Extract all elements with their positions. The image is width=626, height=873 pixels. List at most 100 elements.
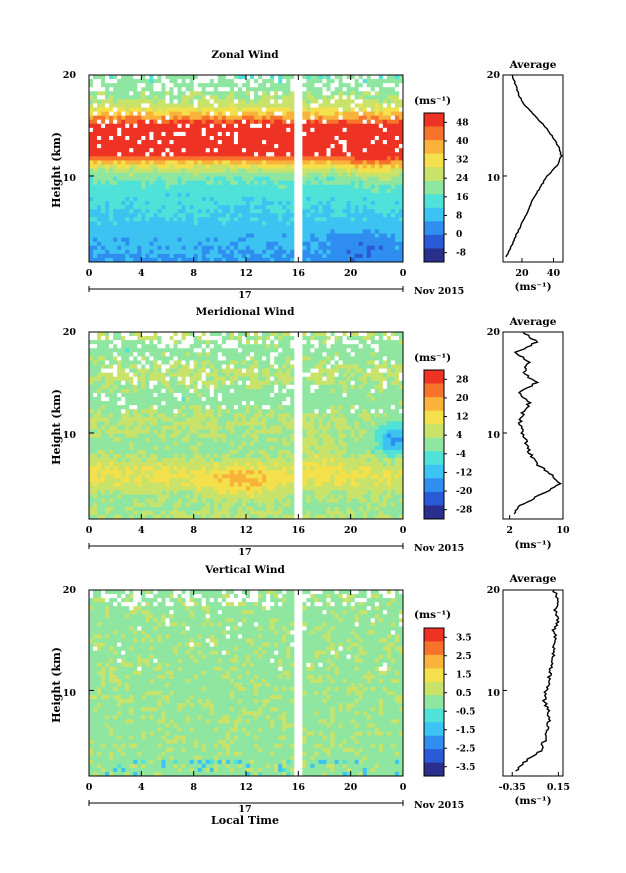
panel-title: Meridional Wind <box>196 306 295 318</box>
heatmap-cell <box>129 384 134 390</box>
heatmap-cell <box>386 91 392 96</box>
heatmap-cell <box>121 257 126 263</box>
heatmap-cell <box>201 221 207 226</box>
heatmap-cell <box>318 201 323 206</box>
heatmap-cell <box>374 192 380 198</box>
heatmap-cell <box>161 79 166 84</box>
heatmap-cell <box>241 356 247 361</box>
heatmap-cell <box>133 237 138 243</box>
heatmap-cell <box>201 184 207 190</box>
heatmap-cell <box>125 119 130 125</box>
heatmap-cell <box>157 213 162 218</box>
heatmap-cell <box>213 201 219 206</box>
heatmap-cell <box>129 135 134 141</box>
heatmap-cell <box>117 364 122 369</box>
heatmap-cell <box>221 229 227 234</box>
heatmap-cell <box>137 205 142 210</box>
heatmap-cell <box>153 180 158 186</box>
heatmap-cell <box>294 213 299 218</box>
heatmap-cell <box>189 209 195 214</box>
heatmap-cell <box>237 397 243 402</box>
heatmap-cell <box>306 241 311 247</box>
heatmap-cell <box>274 91 279 96</box>
heatmap-cell <box>310 83 315 88</box>
heatmap-cell <box>201 257 207 263</box>
heatmap-cell <box>237 241 243 247</box>
heatmap-cell <box>161 164 166 169</box>
heatmap-cell <box>101 213 106 218</box>
heatmap-cell <box>334 119 339 125</box>
heatmap-cell <box>201 233 207 239</box>
heatmap-cell <box>366 384 372 390</box>
heatmap-cell <box>177 119 182 125</box>
heatmap-cell <box>254 99 259 104</box>
heatmap-cell <box>125 372 130 378</box>
heatmap-cell <box>274 148 279 153</box>
heatmap-cell <box>197 356 203 361</box>
heatmap-cell <box>133 376 138 382</box>
heatmap-cell <box>137 388 142 394</box>
heatmap-cell <box>153 213 158 218</box>
heatmap-cell <box>270 140 275 145</box>
heatmap-cell <box>398 241 404 247</box>
heatmap-cell <box>109 180 114 186</box>
heatmap-cell <box>378 372 384 378</box>
heatmap-cell <box>205 131 211 137</box>
heatmap-cell <box>270 253 275 259</box>
heatmap-cell <box>346 99 352 104</box>
heatmap-cell <box>294 164 299 169</box>
heatmap-cell <box>350 127 356 133</box>
heatmap-cell <box>93 135 98 141</box>
heatmap-cell <box>149 392 154 398</box>
heatmap-cell <box>366 188 372 194</box>
heatmap-cell <box>121 131 126 137</box>
heatmap-cell <box>173 221 178 226</box>
heatmap-cell <box>109 172 114 178</box>
heatmap-cell <box>298 348 303 353</box>
heatmap-cell <box>89 144 94 149</box>
heatmap-cell <box>286 91 291 96</box>
heatmap-cell <box>121 79 126 84</box>
heatmap-cell <box>350 176 356 182</box>
x-tick-label: 16 <box>292 268 306 279</box>
heatmap-cell <box>370 392 376 398</box>
colorbar-label: 32 <box>456 156 469 166</box>
heatmap-cell <box>133 111 138 117</box>
heatmap-cell <box>314 87 319 92</box>
heatmap-cell <box>294 336 299 341</box>
heatmap-cell <box>302 131 307 137</box>
heatmap-cell <box>314 168 319 173</box>
heatmap-cell <box>298 364 303 369</box>
heatmap-cell <box>270 127 275 133</box>
heatmap-cell <box>181 352 187 357</box>
heatmap-cell <box>278 188 283 194</box>
heatmap-cell <box>209 257 215 263</box>
heatmap-cell <box>334 388 339 394</box>
heatmap-cell <box>382 196 388 202</box>
heatmap-cell <box>89 160 94 165</box>
heatmap-cell <box>258 364 263 369</box>
heatmap-cell <box>342 344 348 349</box>
heatmap-cell <box>113 397 118 402</box>
heatmap-cell <box>322 233 327 239</box>
heatmap-cell <box>169 83 174 88</box>
heatmap-cell <box>97 336 102 341</box>
heatmap-cell <box>258 99 263 104</box>
heatmap-cell <box>370 217 376 222</box>
heatmap-cell <box>370 229 376 234</box>
heatmap-cell <box>278 192 283 198</box>
heatmap-cell <box>338 360 344 365</box>
heatmap-cell <box>209 397 215 402</box>
heatmap-cell <box>326 176 331 182</box>
heatmap-cell <box>193 160 199 165</box>
heatmap-cell <box>350 160 356 165</box>
heatmap-cell <box>374 356 380 361</box>
heatmap-cell <box>382 229 388 234</box>
heatmap-cell <box>133 241 138 247</box>
heatmap-cell <box>266 91 271 96</box>
day-label: 17 <box>238 547 251 558</box>
heatmap-cell <box>342 332 348 337</box>
heatmap-cell <box>105 368 110 374</box>
heatmap-cell <box>161 360 166 365</box>
heatmap-cell <box>322 253 327 259</box>
